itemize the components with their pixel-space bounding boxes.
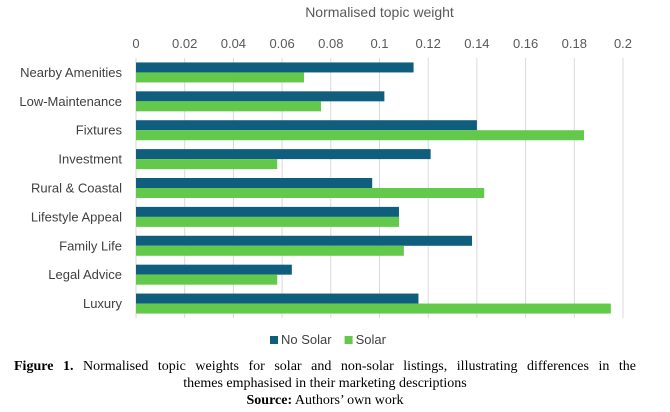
x-tick-label: 0.2 xyxy=(614,36,632,51)
bar-no-solar xyxy=(136,264,292,275)
legend: No Solar Solar xyxy=(270,332,387,347)
x-tick-label: 0.08 xyxy=(318,36,343,51)
source-line: Source: Authors’ own work xyxy=(14,392,636,409)
category-label: Low-Maintenance xyxy=(19,94,122,109)
x-tick-label: 0.04 xyxy=(221,36,246,51)
caption-text-1: Normalised topic weights for solar and n… xyxy=(83,359,637,374)
legend-swatch-solar xyxy=(344,336,353,344)
caption-line-1: Figure 1. Normalised topic weights for s… xyxy=(14,358,636,375)
bar-no-solar xyxy=(136,149,431,160)
source-text: Authors’ own work xyxy=(294,393,404,408)
bar-no-solar xyxy=(136,91,385,102)
bar-solar xyxy=(136,216,399,227)
bar-solar xyxy=(136,188,485,198)
category-label: Family Life xyxy=(59,238,122,253)
x-tick-labels: 0 0.02 0.04 0.06 0.08 0.1 0.12 0.14 0.16 0.18 0.2 xyxy=(132,36,632,51)
category-label: Fixtures xyxy=(76,123,123,138)
figure-caption: Figure 1. Normalised topic weights for s… xyxy=(14,358,636,409)
category-label: Lifestyle Appeal xyxy=(31,209,122,224)
bar-no-solar xyxy=(136,235,473,246)
x-tick-label: 0 xyxy=(132,36,139,51)
caption-text-2: themes emphasised in their marketing des… xyxy=(183,376,467,391)
x-tick-label: 0.16 xyxy=(513,36,538,51)
bar-no-solar xyxy=(136,206,399,217)
bar-no-solar xyxy=(136,178,373,188)
x-tick-label: 0.06 xyxy=(269,36,294,51)
chart-title: Normalised topic weight xyxy=(305,4,454,20)
bar-no-solar xyxy=(136,293,419,304)
category-label: Luxury xyxy=(83,296,123,311)
legend-label-solar: Solar xyxy=(356,332,387,347)
bar-solar xyxy=(136,303,611,314)
x-tick-label: 0.02 xyxy=(172,36,197,51)
bar-solar xyxy=(136,159,278,170)
x-tick-label: 0.18 xyxy=(562,36,587,51)
category-label: Rural & Coastal xyxy=(31,181,122,196)
legend-label-no-solar: No Solar xyxy=(281,332,332,347)
x-tick-label: 0.14 xyxy=(464,36,489,51)
bars xyxy=(136,62,611,314)
bar-solar xyxy=(136,274,278,285)
bar-chart: Normalised topic weight 0 0.02 0.04 0.06 0.0… xyxy=(19,4,632,347)
x-tick-label: 0.1 xyxy=(370,36,388,51)
category-labels: Nearby Amenities Low-Maintenance Fixtures I… xyxy=(19,65,122,311)
figure-label: Figure 1. xyxy=(14,359,74,374)
x-tick-label: 0.12 xyxy=(416,36,441,51)
bar-solar xyxy=(136,101,322,112)
bar-no-solar xyxy=(136,120,477,131)
legend-swatch-no-solar xyxy=(270,336,278,344)
category-label: Nearby Amenities xyxy=(20,65,122,80)
bar-solar xyxy=(136,130,585,141)
category-label: Investment xyxy=(58,152,122,167)
bar-solar xyxy=(136,72,305,83)
source-label: Source: xyxy=(246,393,293,408)
category-label: Legal Advice xyxy=(48,267,122,282)
bar-solar xyxy=(136,245,404,256)
bar-no-solar xyxy=(136,62,414,73)
